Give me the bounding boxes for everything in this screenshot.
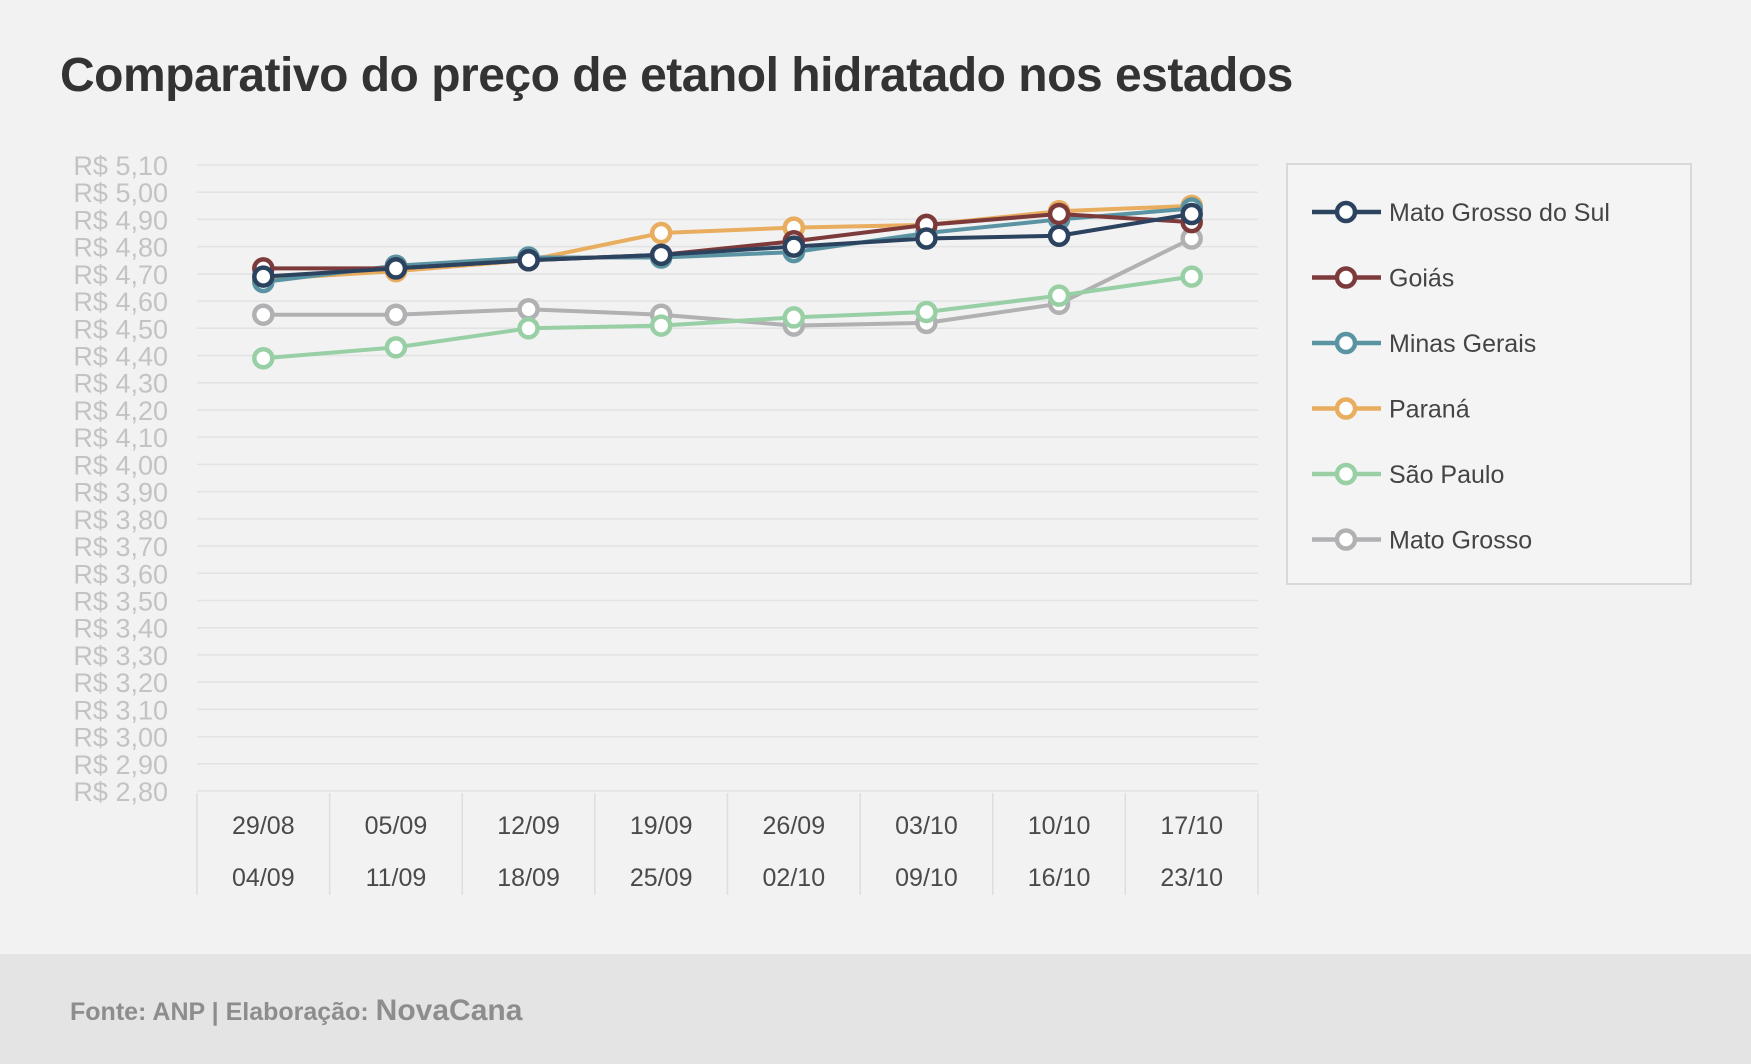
- x-tick-label: 05/09: [365, 812, 428, 840]
- y-tick-label: R$ 5,10: [73, 151, 168, 181]
- y-tick-label: R$ 4,00: [73, 450, 168, 480]
- x-tick-label: 02/10: [763, 864, 826, 892]
- y-tick-label: R$ 3,10: [73, 695, 168, 725]
- data-point: [1047, 224, 1071, 248]
- x-tick-label: 19/09: [630, 812, 693, 840]
- y-tick-label: R$ 5,00: [73, 178, 168, 208]
- x-tick-label: 03/10: [895, 812, 958, 840]
- y-tick-label: R$ 3,80: [73, 505, 168, 535]
- data-point: [517, 317, 540, 340]
- y-tick-label: R$ 4,50: [73, 314, 168, 344]
- x-tick-label: 17/10: [1160, 812, 1223, 840]
- legend-item: São Paulo: [1312, 461, 1504, 489]
- series-line: [263, 206, 1192, 285]
- line-chart: R$ 2,80R$ 2,90R$ 3,00R$ 3,10R$ 3,20R$ 3,…: [73, 151, 1692, 895]
- data-point: [517, 249, 540, 272]
- legend-item: Minas Gerais: [1312, 330, 1536, 358]
- legend-label: Paraná: [1389, 396, 1470, 424]
- footer: Fonte: ANP | Elaboração: NovaCana: [0, 954, 1751, 1064]
- legend-marker: [1334, 528, 1358, 551]
- y-tick-label: R$ 4,20: [73, 396, 168, 426]
- legend-item: Paraná: [1312, 396, 1470, 424]
- grid-lines: [197, 164, 1258, 792]
- legend-label: São Paulo: [1389, 461, 1504, 489]
- x-tick-label: 23/10: [1160, 864, 1223, 892]
- data-point: [1047, 284, 1071, 307]
- x-tick-label: 18/09: [497, 864, 560, 892]
- x-axis-categories: 29/08 04/09 05/09 11/09 12/09 18/09 19/09 25/09…: [196, 793, 1259, 895]
- x-tick-label: 16/10: [1028, 864, 1091, 892]
- legend-item: Mato Grosso: [1312, 527, 1532, 555]
- y-tick-label: R$ 3,30: [73, 641, 168, 671]
- x-tick-label: 12/09: [497, 812, 560, 840]
- footer-credit: Fonte: ANP | Elaboração: NovaCana: [70, 994, 522, 1028]
- legend-marker: [1334, 200, 1358, 224]
- data-point: [915, 227, 938, 250]
- data-point: [384, 303, 408, 326]
- data-point: [252, 265, 275, 288]
- y-tick-label: R$ 3,70: [73, 532, 168, 562]
- y-axis-ticks: R$ 2,80R$ 2,90R$ 3,00R$ 3,10R$ 3,20R$ 3,…: [73, 151, 168, 807]
- data-point: [782, 235, 806, 258]
- x-tick-label: 11/09: [366, 864, 427, 892]
- y-tick-label: R$ 4,60: [73, 287, 168, 317]
- series-s-o-paulo: [252, 265, 1203, 370]
- data-point: [517, 298, 540, 321]
- y-tick-label: R$ 3,50: [73, 586, 168, 616]
- series-line: [263, 203, 1192, 282]
- data-point: [649, 243, 673, 267]
- legend-item: Mato Grosso do Sul: [1312, 199, 1610, 227]
- legend-label: Goiás: [1389, 265, 1454, 293]
- legend-box: [1286, 163, 1692, 585]
- series-mato-grosso-do-sul: [252, 202, 1203, 288]
- y-tick-label: R$ 2,90: [73, 750, 168, 780]
- legend-marker: [1334, 397, 1358, 420]
- footer-brand: NovaCana: [375, 994, 523, 1027]
- y-tick-label: R$ 4,90: [73, 205, 168, 235]
- data-point: [1047, 202, 1071, 226]
- y-tick-label: R$ 3,20: [73, 668, 168, 698]
- y-tick-label: R$ 2,80: [73, 777, 168, 807]
- x-tick-label: 09/10: [895, 864, 958, 892]
- y-tick-label: R$ 3,60: [73, 559, 168, 589]
- x-tick-label: 26/09: [763, 812, 826, 840]
- data-point: [1180, 265, 1203, 288]
- series-line: [263, 274, 1192, 361]
- data-point: [649, 314, 673, 337]
- y-tick-label: R$ 4,40: [73, 342, 168, 372]
- legend: Mato Grosso do Sul Goiás Minas Gerais Paran…: [1286, 163, 1692, 585]
- series-lines: [252, 194, 1203, 370]
- x-tick-label: 25/09: [630, 864, 693, 892]
- series-line: [263, 212, 1193, 279]
- legend-marker: [1334, 266, 1358, 289]
- y-tick-label: R$ 4,70: [73, 260, 168, 290]
- legend-label: Mato Grosso do Sul: [1389, 199, 1610, 227]
- x-tick-label: 10/10: [1028, 812, 1091, 840]
- data-point: [252, 303, 275, 326]
- data-point: [1180, 202, 1203, 226]
- y-tick-label: R$ 4,10: [73, 423, 168, 453]
- chart-title: Comparativo do preço de etanol hidratado…: [60, 49, 1293, 102]
- y-tick-label: R$ 4,80: [73, 233, 168, 263]
- data-point: [915, 300, 938, 324]
- y-tick-label: R$ 3,40: [73, 614, 168, 644]
- legend-marker: [1334, 462, 1358, 486]
- footer-source: Fonte: ANP | Elaboração:: [70, 998, 369, 1026]
- data-point: [649, 221, 673, 245]
- data-point: [252, 346, 275, 370]
- legend-label: Mato Grosso: [1389, 527, 1532, 555]
- x-tick-label: 29/08: [232, 812, 295, 840]
- y-tick-label: R$ 3,00: [73, 723, 168, 753]
- data-point: [384, 257, 408, 280]
- y-tick-label: R$ 4,30: [73, 369, 168, 399]
- data-point: [782, 306, 806, 329]
- legend-label: Minas Gerais: [1389, 330, 1536, 358]
- data-point: [384, 336, 408, 359]
- x-tick-label: 04/09: [232, 864, 295, 892]
- legend-item: Goiás: [1312, 265, 1454, 293]
- y-tick-label: R$ 3,90: [73, 478, 168, 508]
- legend-marker: [1334, 331, 1358, 355]
